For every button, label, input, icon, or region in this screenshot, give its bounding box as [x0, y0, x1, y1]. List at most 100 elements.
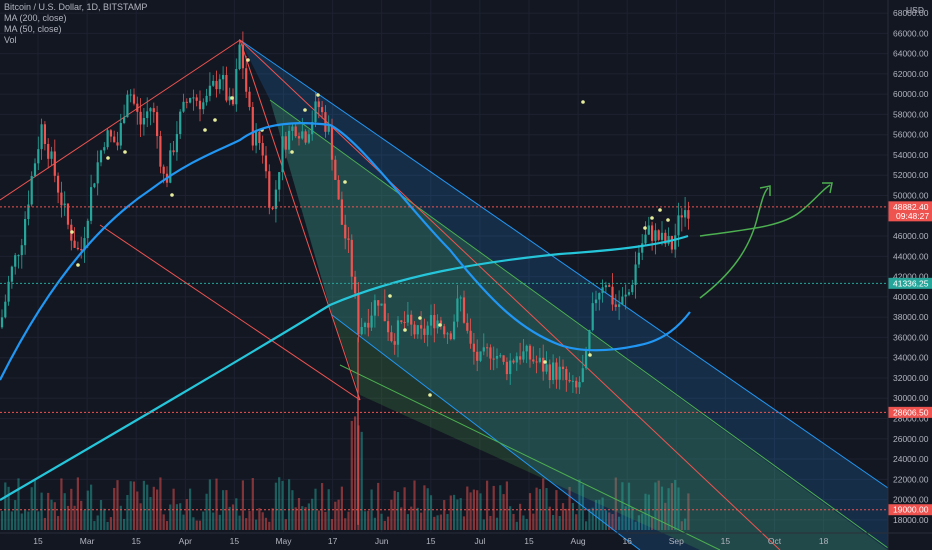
candle-body — [456, 298, 459, 322]
candle-body — [439, 320, 442, 327]
candle-body — [311, 122, 314, 135]
candle-body — [509, 360, 512, 375]
volume-bar — [96, 515, 99, 530]
legend-ma200[interactable]: MA (200, close) — [4, 13, 67, 23]
time-tick-label: Aug — [571, 536, 586, 546]
volume-bar — [189, 488, 192, 530]
candle-body — [571, 380, 574, 382]
volume-bar — [446, 514, 449, 530]
volume-bar — [76, 477, 79, 530]
candle-body — [195, 97, 198, 101]
candle-body — [261, 143, 264, 156]
pitchfork-channel — [0, 39, 889, 550]
candle-body — [304, 131, 307, 143]
legend-vol[interactable]: Vol — [4, 35, 17, 45]
volume-bar — [416, 507, 419, 530]
volume-bar — [377, 482, 380, 530]
candle-body — [433, 315, 436, 329]
volume-bar — [123, 518, 126, 530]
fork-trend-down — [99, 224, 361, 401]
legend-symbol[interactable]: Bitcoin / U.S. Dollar, 1D, BITSTAMP — [4, 2, 148, 12]
signal-dot — [428, 393, 432, 397]
volume-bar — [10, 511, 13, 530]
volume-bar — [466, 486, 469, 530]
candle-body — [99, 150, 103, 163]
candle-body — [532, 359, 535, 362]
candle-body — [502, 355, 505, 362]
signal-dot — [316, 93, 320, 97]
legend-ma50[interactable]: MA (50, close) — [4, 24, 62, 34]
volume-bar — [373, 517, 376, 530]
volume-bar — [205, 493, 208, 530]
signal-dot — [388, 294, 392, 298]
volume-bar — [66, 505, 70, 530]
candle-body — [10, 266, 13, 282]
candle-body — [426, 325, 429, 335]
volume-bar — [641, 513, 644, 530]
candle-body — [618, 304, 621, 307]
channel-line-mid-upper — [269, 99, 889, 549]
candle-body — [47, 143, 50, 159]
volume-bar — [152, 486, 155, 530]
price-tick-label: 58000.00 — [893, 109, 929, 119]
volume-bar — [453, 494, 456, 530]
volume-bar — [198, 520, 202, 530]
channel-median — [239, 39, 781, 550]
candle-body — [228, 96, 231, 101]
candle-body — [63, 203, 66, 206]
volume-bar — [443, 500, 446, 530]
candle-body — [152, 108, 155, 113]
volume-bar — [218, 514, 221, 530]
candle-body — [109, 130, 112, 137]
candle-body — [396, 320, 400, 345]
candle-body — [175, 134, 178, 153]
volume-bar — [575, 514, 578, 530]
volume-bar — [264, 517, 268, 530]
price-tag — [888, 201, 932, 222]
volume-bar — [542, 478, 545, 530]
volume-bar — [519, 503, 522, 530]
time-axis[interactable]: 15 Mar 15 Apr 15 May 17 Jun 15 Jul 15 Aug 16 Sep 15 Oct… — [0, 532, 932, 546]
volume-bar — [561, 503, 565, 530]
projection-arrow-1 — [699, 184, 831, 237]
volume-bar — [185, 499, 188, 530]
candle-body — [33, 163, 37, 177]
signal-dot — [343, 180, 347, 184]
volume-bar — [27, 511, 30, 530]
volume-bar — [565, 508, 568, 530]
time-tick-label: 15 — [524, 536, 534, 546]
candle-body — [519, 356, 522, 360]
channel-line-mid-lower — [339, 364, 721, 550]
candle-body — [30, 176, 33, 205]
candle-body — [116, 142, 119, 146]
volume-bar — [251, 478, 254, 530]
volume-bar — [634, 521, 637, 530]
candle-body — [387, 321, 390, 333]
candle-body — [654, 230, 657, 241]
candle-body — [377, 300, 380, 306]
candle-body — [334, 159, 337, 180]
volume-bar — [268, 521, 271, 530]
time-tick-label: 15 — [721, 536, 731, 546]
candle-body — [568, 379, 571, 382]
candle-body — [512, 360, 515, 363]
candle-body — [142, 118, 145, 125]
volume-bar — [370, 489, 373, 530]
volume-bar — [598, 499, 601, 530]
candle-body — [660, 232, 664, 240]
volume-bar — [202, 511, 205, 530]
signal-dot — [438, 323, 442, 327]
candle-body — [324, 112, 327, 132]
volume-bar — [344, 518, 347, 530]
price-tick-label: 28000.00 — [893, 414, 929, 424]
signal-dot — [170, 193, 174, 197]
fork-trend-up — [0, 39, 241, 201]
price-axis[interactable]: 18000.00 20000.00 22000.00 24000.00 26000.00… — [887, 0, 932, 550]
volume-bar — [149, 497, 152, 530]
candle-body — [611, 286, 614, 305]
candle-body — [522, 351, 525, 360]
signal-dot — [230, 96, 234, 100]
time-tick-label: 15 — [131, 536, 141, 546]
candle-body — [525, 345, 528, 352]
